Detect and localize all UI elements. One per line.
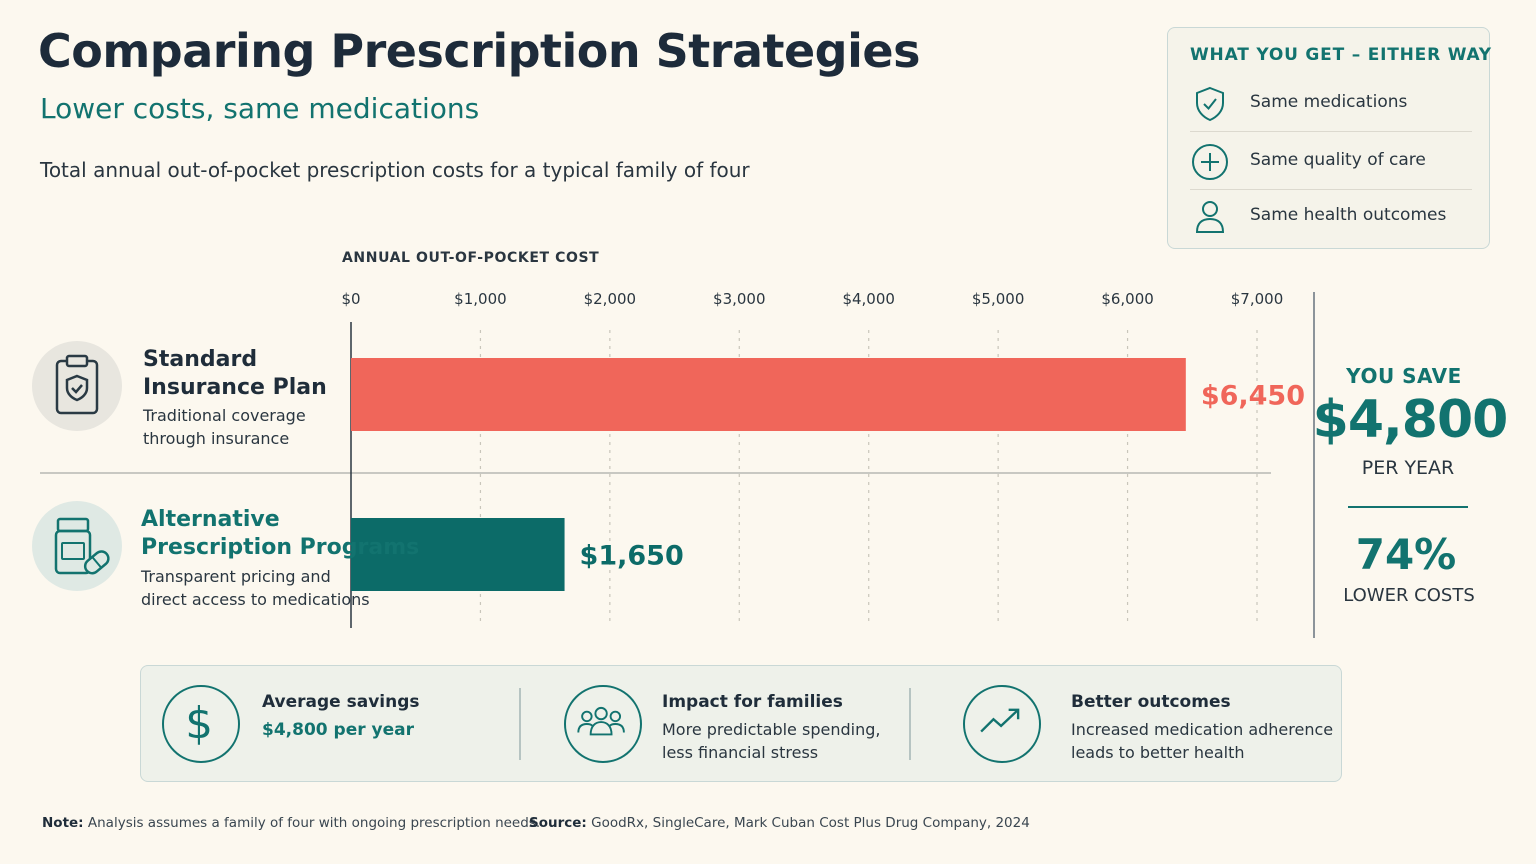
x-tick-label: $3,000	[713, 290, 766, 308]
standard-plan-desc: Traditional coverage through insurance	[143, 404, 306, 450]
alternative-program-desc-line2: direct access to medications	[141, 590, 370, 609]
savings-divider	[1313, 292, 1315, 638]
alternative-program-title: Alternative Prescription Programs	[141, 506, 419, 562]
trend-icon-circle	[963, 685, 1041, 763]
wyg-item-outcomes: Same health outcomes	[1190, 189, 1472, 245]
x-tick-label: $0	[341, 290, 360, 308]
info-heading-savings: Average savings	[262, 692, 420, 712]
wyg-item-label: Same medications	[1250, 92, 1408, 112]
wyg-item-label: Same quality of care	[1250, 150, 1426, 170]
pill-bottle-icon	[54, 517, 110, 575]
alternative-program-title-line1: Alternative	[141, 507, 280, 532]
info-strip: $ Average savings $4,800 per year Impact…	[140, 665, 1342, 782]
x-tick-label: $4,000	[842, 290, 895, 308]
x-tick-label: $1,000	[454, 290, 507, 308]
clipboard-shield-icon	[55, 354, 99, 415]
bar-value-label: $6,450	[1201, 381, 1305, 412]
x-axis-label: ANNUAL OUT-OF-POCKET COST	[342, 250, 600, 266]
alternative-program-desc-line1: Transparent pricing and	[141, 567, 331, 586]
per-year-label: PER YEAR	[1361, 457, 1455, 479]
savings-rule	[1348, 506, 1468, 508]
wyg-item-medications: Same medications	[1190, 76, 1472, 132]
x-tick-label: $2,000	[584, 290, 637, 308]
you-save-label: YOU SAVE	[1346, 364, 1462, 388]
dollar-icon-circle: $	[162, 685, 240, 763]
info-text-outcomes-1: Increased medication adherence	[1071, 720, 1334, 739]
bar-standard-insurance	[351, 358, 1186, 431]
dollar-icon: $	[185, 698, 213, 749]
what-you-get-title: WHAT YOU GET – EITHER WAY	[1190, 45, 1492, 65]
wyg-item-quality: Same quality of care	[1190, 134, 1472, 190]
family-icon-circle	[564, 685, 642, 763]
x-tick-label: $6,000	[1101, 290, 1154, 308]
page-title: Comparing Prescription Strategies	[38, 24, 920, 78]
trend-up-icon	[980, 708, 1020, 733]
source-label: Source:	[529, 815, 587, 831]
what-you-get-card: WHAT YOU GET – EITHER WAY Same medicatio…	[1167, 27, 1492, 249]
alternative-program-icon-circle	[32, 501, 122, 591]
savings-percent: 74%	[1355, 530, 1457, 579]
standard-plan-icon-circle	[32, 341, 122, 431]
bar-value-label: $1,650	[580, 541, 684, 572]
standard-plan-title-line2: Insurance Plan	[143, 375, 327, 400]
info-heading-families: Impact for families	[662, 692, 843, 712]
svg-text:$: $	[185, 698, 213, 749]
lower-costs-label: LOWER COSTS	[1343, 585, 1475, 606]
info-text-families-1: More predictable spending,	[662, 720, 881, 739]
wyg-item-label: Same health outcomes	[1250, 205, 1447, 225]
x-tick-label: $7,000	[1231, 290, 1284, 308]
footer-note: Note: Analysis assumes a family of four …	[42, 815, 540, 831]
chart-description: Total annual out-of-pocket prescription …	[40, 158, 750, 182]
standard-plan-desc-line2: through insurance	[143, 429, 290, 448]
x-tick-label: $5,000	[972, 290, 1025, 308]
standard-plan-title-line1: Standard	[143, 347, 258, 372]
info-divider	[519, 688, 521, 760]
person-icon	[1195, 201, 1225, 233]
info-divider	[909, 688, 911, 760]
bar-alternative-programs	[351, 518, 565, 591]
info-text-outcomes-2: leads to better health	[1071, 743, 1245, 762]
page-subtitle: Lower costs, same medications	[40, 92, 480, 125]
alternative-program-title-line2: Prescription Programs	[141, 535, 420, 560]
alternative-program-desc: Transparent pricing and direct access to…	[141, 565, 370, 611]
shield-check-icon	[1196, 86, 1224, 122]
info-text-families-2: less financial stress	[662, 743, 819, 762]
family-icon	[577, 706, 625, 736]
note-text: Analysis assumes a family of four with o…	[87, 815, 541, 831]
footer-source: Source: GoodRx, SingleCare, Mark Cuban C…	[529, 815, 1030, 831]
standard-plan-desc-line1: Traditional coverage	[143, 406, 306, 425]
plus-circle-icon	[1192, 144, 1228, 180]
info-heading-outcomes: Better outcomes	[1071, 692, 1231, 712]
info-text-savings: $4,800 per year	[262, 720, 414, 740]
standard-plan-title: Standard Insurance Plan	[143, 346, 327, 402]
source-text: GoodRx, SingleCare, Mark Cuban Cost Plus…	[591, 815, 1030, 831]
savings-amount: $4,800	[1312, 390, 1509, 450]
note-label: Note:	[42, 815, 84, 831]
